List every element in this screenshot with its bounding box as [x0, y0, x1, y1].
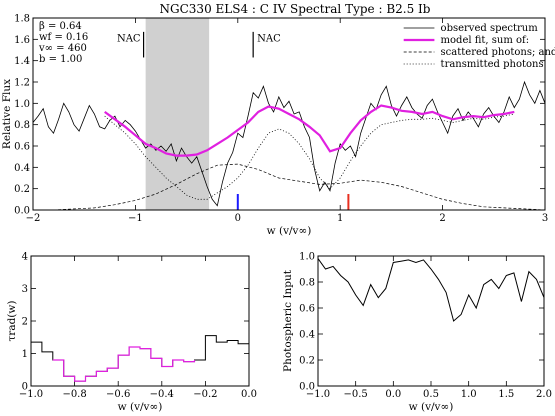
photospheric-y-ticks: 0.0 0.2 0.4 0.6 0.8 1.0 — [299, 252, 544, 393]
br-ytick-label: 0.8 — [299, 278, 315, 289]
br-ytick-label: 1.0 — [299, 252, 315, 263]
photospheric-chart: −1.0 −0.5 0.0 0.5 1.0 1.5 2.0 0.0 0.2 0.4 0.6 0.8 1… — [282, 252, 552, 414]
main-title: NGC330 ELS4 : C IV Spectral Type : B2.5 … — [160, 2, 431, 16]
bl-xtick-label: −0.2 — [193, 389, 217, 400]
main-ytick-label: 1.8 — [14, 14, 30, 25]
main-ytick-label: 1.2 — [14, 78, 30, 89]
series-transmitted-photons — [104, 113, 515, 200]
bl-ytick-label: 2 — [22, 317, 28, 328]
main-y-axis-label: Relative Flux — [1, 79, 13, 149]
main-y-ticks: 0.0 0.2 0.4 0.6 0.8 1.0 1.2 1.4 1.6 1.8 — [14, 14, 545, 217]
br-xtick-label: −0.5 — [344, 389, 368, 400]
photospheric-plot-frame — [317, 255, 545, 387]
br-xtick-label: −1.0 — [306, 389, 330, 400]
legend-label-0: observed spectrum — [441, 23, 539, 34]
br-xtick-label: 2.0 — [536, 389, 552, 400]
main-chart: NGC330 ELS4 : C IV Spectral Type : B2.5 … — [1, 2, 555, 237]
bl-xtick-label: −1.0 — [19, 389, 43, 400]
br-ytick-label: 0.2 — [299, 356, 315, 367]
main-ytick-label: 0.4 — [14, 163, 30, 174]
photospheric-x-axis-label: w (v/v∞) — [409, 401, 454, 413]
fit-param-3: b = 1.00 — [39, 54, 82, 65]
absorption-shaded-region — [145, 18, 210, 210]
main-ytick-label: 1.0 — [14, 99, 30, 110]
bl-ytick-label: 3 — [22, 284, 28, 295]
bl-xtick-label: −0.6 — [106, 389, 130, 400]
nac-label-1: NAC — [257, 33, 281, 44]
nac-label-0: NAC — [117, 33, 141, 44]
main-ytick-label: 0.6 — [14, 142, 30, 153]
tau-x-ticks: −1.0 −0.8 −0.6 −0.4 −0.2 0.0 — [19, 256, 257, 400]
fit-param-0: β = 0.64 — [39, 21, 82, 32]
bl-ytick-label: 4 — [22, 252, 28, 263]
main-markers — [236, 194, 350, 210]
bl-xtick-label: −0.8 — [62, 389, 86, 400]
main-plot-frame — [32, 17, 546, 211]
photospheric-y-axis-label: Photospheric Input — [282, 269, 294, 372]
photospheric-series — [317, 258, 545, 322]
legend-label-2: scattered photons; and — [441, 47, 555, 58]
main-x-axis-label: w (v/v∞) — [267, 225, 312, 237]
series-observed-spectrum — [32, 80, 546, 207]
series-model-fit-sum-of — [104, 104, 515, 157]
main-xtick-label: −2 — [26, 213, 41, 224]
tau-series — [31, 335, 250, 382]
br-xtick-label: 1.0 — [461, 389, 477, 400]
bl-xtick-label: 0.0 — [241, 389, 257, 400]
fit-param-1: wf = 0.16 — [39, 32, 88, 43]
main-ytick-label: 0.0 — [14, 206, 30, 217]
nac-annotations: NAC NAC — [117, 31, 281, 58]
fit-param-2: v∞ = 460 — [38, 43, 87, 54]
main-xtick-label: 2 — [439, 213, 445, 224]
bl-ytick-label: 0 — [22, 382, 28, 393]
main-xtick-label: 3 — [542, 213, 548, 224]
tau-plot-frame — [30, 255, 250, 387]
series-scattered-photons-and — [33, 163, 546, 211]
bl-ytick-label: 1 — [22, 349, 28, 360]
br-ytick-label: 0.4 — [299, 330, 315, 341]
tau-chart: −1.0 −0.8 −0.6 −0.4 −0.2 0.0 0 1 2 3 4 w (v/v∞) τ… — [6, 252, 257, 414]
legend-label-1: model fit, sum of: — [441, 35, 530, 46]
tau-y-axis-label: τrad(w) — [6, 301, 18, 342]
tau-y-ticks: 0 1 2 3 4 — [22, 252, 249, 393]
legend-label-3: transmitted photons — [441, 59, 544, 70]
br-ytick-label: 0.6 — [299, 304, 315, 315]
bl-xtick-label: −0.4 — [150, 389, 174, 400]
br-ytick-label: 0.0 — [299, 382, 315, 393]
tau-x-axis-label: w (v/v∞) — [118, 401, 163, 413]
br-xtick-label: 0.5 — [423, 389, 439, 400]
br-xtick-label: 1.5 — [498, 389, 514, 400]
main-xtick-label: 1 — [337, 213, 343, 224]
main-ytick-label: 0.8 — [14, 120, 30, 131]
main-xtick-label: 0 — [235, 213, 241, 224]
br-xtick-label: 0.0 — [385, 389, 401, 400]
main-xtick-label: −1 — [128, 213, 143, 224]
main-series — [32, 80, 546, 211]
main-ytick-label: 1.6 — [14, 35, 30, 46]
main-ytick-label: 0.2 — [14, 184, 30, 195]
main-ytick-label: 1.4 — [14, 56, 30, 67]
tau-highlight-curve — [52, 346, 196, 382]
photospheric-curve — [317, 258, 545, 322]
